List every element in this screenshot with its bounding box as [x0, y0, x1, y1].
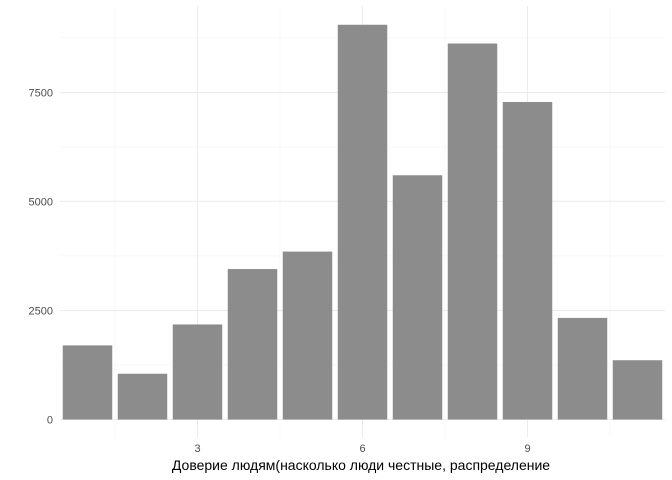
x-axis-title: Доверие людям(насколько люди честные, ра… — [172, 457, 550, 473]
x-tick-label: 9 — [524, 443, 530, 455]
bars — [62, 24, 663, 420]
y-tick-label: 5000 — [29, 196, 53, 208]
bar-1 — [62, 345, 113, 420]
y-tick-label: 2500 — [29, 305, 53, 317]
bar-8 — [447, 43, 498, 420]
x-axis-ticks: 3 6 9 — [194, 443, 530, 455]
y-tick-label: 0 — [47, 415, 53, 427]
x-tick-label: 6 — [359, 443, 365, 455]
bar-11 — [612, 360, 663, 420]
bar-4 — [227, 269, 278, 420]
x-tick-label: 3 — [194, 443, 200, 455]
bar-6 — [337, 24, 388, 420]
bar-3 — [172, 324, 223, 420]
bar-10 — [557, 317, 608, 420]
y-tick-label: 7500 — [29, 87, 53, 99]
y-axis-ticks: 0 2500 5000 7500 — [29, 87, 53, 426]
bar-9 — [502, 101, 553, 420]
bar-2 — [117, 373, 168, 420]
bar-7 — [392, 175, 443, 420]
bar-5 — [282, 251, 333, 420]
